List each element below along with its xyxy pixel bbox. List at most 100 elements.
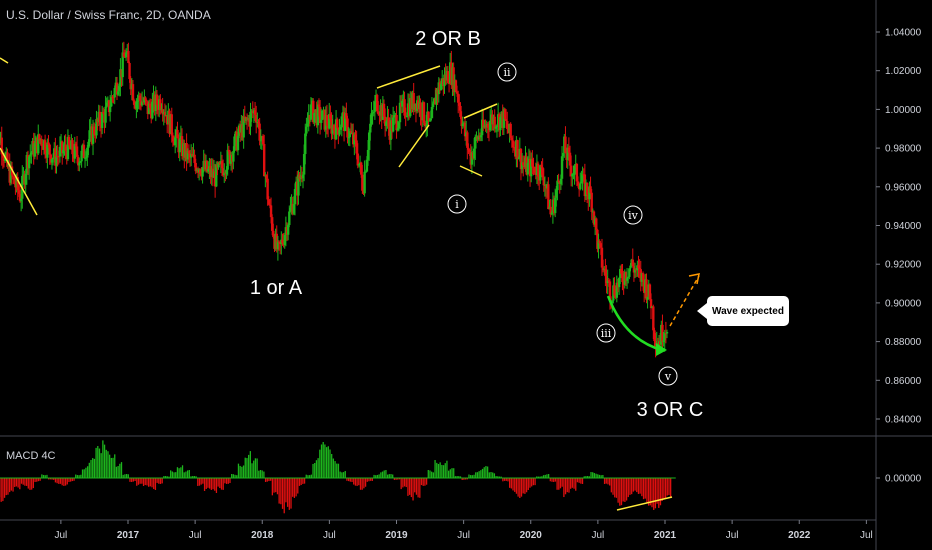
candle-body (348, 131, 351, 138)
macd-bar (31, 478, 33, 490)
candle-body (338, 129, 341, 135)
macd-bar (154, 478, 157, 490)
candle-body (369, 123, 372, 133)
candle-body (581, 174, 584, 182)
candle-body (30, 152, 33, 155)
candle-body (646, 296, 649, 300)
macd-bar (197, 478, 199, 486)
macd-bar (41, 474, 43, 478)
macd-bar (544, 474, 546, 478)
macd-bar (46, 474, 48, 478)
macd-bar (264, 478, 267, 482)
macd-bar (268, 478, 270, 482)
candle-body (329, 114, 332, 120)
macd-bar (400, 478, 402, 490)
macd-bar (331, 453, 333, 478)
macd-bar (61, 478, 63, 486)
macd-bar (273, 478, 275, 493)
macd-bar (385, 470, 387, 478)
candle-body (55, 156, 58, 166)
candle-body (270, 217, 274, 231)
candle-body (305, 126, 308, 134)
macd-bar (615, 478, 618, 498)
macd-bar (305, 474, 307, 478)
candle-body (393, 115, 396, 118)
candle-body (370, 113, 373, 124)
candle-body (566, 147, 569, 160)
candle-body (649, 299, 653, 309)
macd-bar (666, 478, 668, 496)
candle-body (334, 119, 338, 140)
macd-bar (86, 466, 89, 478)
macd-bar (15, 478, 18, 487)
candle-body (91, 126, 95, 144)
macd-bar (232, 474, 235, 478)
macd-bar (337, 463, 340, 478)
macd-bar (292, 478, 294, 497)
candle-body (621, 273, 624, 283)
macd-bar (175, 472, 177, 478)
macd-bar (188, 470, 190, 478)
candle-body (215, 164, 218, 187)
candle-body (372, 111, 375, 113)
candle-body (456, 93, 460, 103)
macd-bar (481, 468, 484, 478)
macd-bar (212, 478, 214, 490)
candle-body (261, 136, 265, 145)
macd-bar (649, 478, 651, 506)
macd-bar (393, 478, 396, 480)
macd-bar (417, 478, 419, 498)
candle-body (306, 123, 309, 127)
macd-bar (241, 466, 243, 478)
trendline (0, 57, 9, 64)
macd-bar (146, 478, 148, 486)
candle-body (148, 103, 152, 109)
macd-bar (546, 474, 548, 478)
candle-body (401, 100, 404, 107)
macd-bar (263, 471, 265, 478)
candle-body (559, 178, 563, 184)
macd-bar (166, 476, 168, 478)
macd-bar (398, 478, 401, 480)
candle-body (346, 118, 349, 138)
macd-bar (425, 478, 428, 485)
macd-bar (83, 469, 85, 478)
macd-bar (371, 478, 374, 481)
macd-bar (625, 478, 628, 501)
macd-bar (225, 478, 228, 484)
macd-bar (307, 475, 309, 478)
macd-bar (603, 478, 606, 484)
macd-bar (176, 467, 179, 478)
macd-y-tick-label: 0.00000 (885, 474, 922, 485)
macd-bar (342, 472, 345, 478)
macd-bar (36, 478, 38, 482)
macd-bar (617, 478, 619, 503)
macd-bar (2, 478, 4, 502)
candle-body (67, 136, 71, 146)
candle-body (652, 306, 655, 331)
candle-body (405, 115, 409, 117)
macd-bar (210, 478, 212, 490)
candle-body (176, 129, 179, 139)
candle-body (163, 111, 167, 116)
candle-body (503, 109, 507, 119)
candle-body (480, 119, 484, 136)
macd-bar (627, 478, 629, 498)
candle-body (383, 116, 387, 126)
macd-bar (139, 478, 141, 484)
macd-bar (515, 478, 518, 494)
macd-bar (59, 478, 62, 484)
macd-bar (110, 457, 112, 478)
candle-body (477, 135, 480, 140)
y-tick-label: 0.92000 (885, 260, 922, 271)
candle-body (292, 204, 296, 214)
candle-body (553, 197, 557, 214)
y-tick-label: 0.86000 (885, 376, 922, 387)
macd-bar (586, 476, 589, 478)
macd-bar (275, 478, 277, 493)
macd-bar (434, 460, 436, 478)
sub-wave-iii-circle (596, 323, 616, 343)
candle-body (199, 169, 202, 174)
macd-bar (573, 478, 575, 489)
candle-body (540, 165, 543, 168)
